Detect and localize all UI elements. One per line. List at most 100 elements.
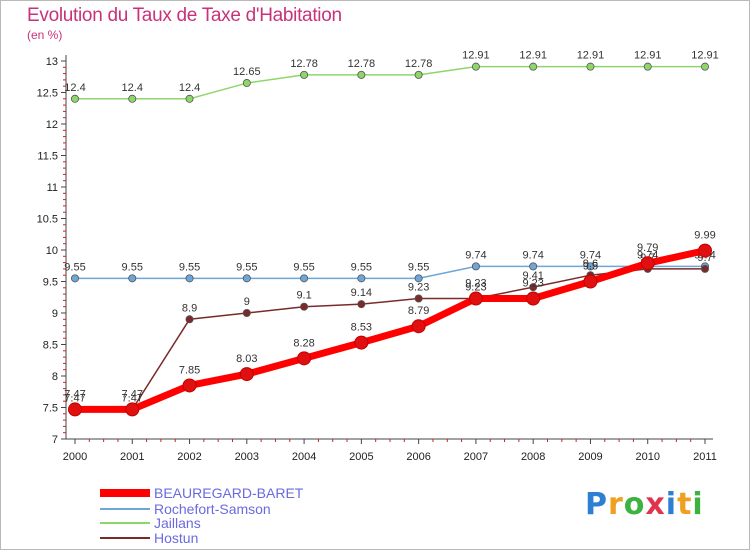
data-point (125, 402, 140, 417)
series-line (74, 65, 706, 100)
data-label: 9.55 (64, 261, 85, 273)
data-label: 8.53 (351, 322, 372, 334)
data-label: 12.78 (348, 58, 376, 70)
data-label: 12.78 (405, 58, 433, 70)
data-label: 8.28 (293, 337, 314, 349)
data-point (698, 243, 712, 258)
y-tick-label: 7 (52, 434, 58, 446)
x-tick-label: 2011 (693, 451, 717, 463)
y-tick-label: 8.5 (43, 340, 58, 352)
y-tick-label: 8 (52, 371, 58, 383)
data-point (357, 300, 366, 309)
y-tick-label: 7.5 (43, 403, 58, 415)
data-point (354, 335, 369, 350)
series-layer: 12.4 12.4 12.4 12.65 12.78 12.78 12.78 12.91 12.… (64, 50, 719, 417)
data-point (526, 291, 541, 306)
y-tick-label: 12.5 (37, 88, 58, 100)
data-label: 9 (244, 296, 250, 308)
data-point (242, 274, 251, 283)
proxiti-logo: Proxiti (585, 487, 704, 522)
logo-letter: P (585, 487, 608, 522)
x-tick-label: 2000 (63, 451, 87, 463)
data-label: 7.47 (64, 392, 85, 404)
data-label: 9.79 (637, 242, 658, 254)
data-point (185, 94, 194, 103)
series-rochefort-samson: 9.55 9.55 9.55 9.55 9.55 9.55 9.55 9.74 9.74 9.74… (64, 249, 716, 283)
legend-item: Jaillans (100, 515, 201, 531)
data-point (239, 367, 254, 382)
legend-item: Rochefort-Samson (100, 501, 271, 517)
data-label: 9.55 (351, 261, 372, 273)
data-point (643, 62, 652, 71)
data-label: 9.6 (583, 258, 598, 270)
data-label: 9.23 (522, 278, 543, 290)
data-label: 9.1 (296, 290, 311, 302)
data-label: 12.91 (691, 50, 719, 62)
logo-letter: t (677, 487, 693, 522)
data-point (414, 70, 423, 79)
data-label: 9.74 (580, 249, 601, 261)
data-label: 9.74 (465, 249, 486, 261)
x-tick-label: 2007 (464, 451, 488, 463)
logo-letter: i (665, 487, 678, 522)
data-point (242, 308, 251, 317)
data-label: 12.91 (577, 50, 605, 62)
data-point (529, 62, 538, 71)
x-tick-label: 2010 (635, 451, 659, 463)
y-tick-label: 13 (46, 56, 58, 68)
data-label: 9.14 (351, 287, 372, 299)
data-point (185, 315, 194, 324)
y-tick-label: 12 (46, 119, 58, 131)
data-point (128, 274, 137, 283)
series-jaillans: 12.4 12.4 12.4 12.65 12.78 12.78 12.78 12.91 12.… (64, 50, 719, 103)
y-tick-label: 9 (52, 308, 58, 320)
data-point (471, 62, 480, 71)
legend-label: Rochefort-Samson (154, 501, 271, 517)
x-tick-label: 2001 (120, 451, 144, 463)
data-label: 9.23 (465, 282, 486, 294)
x-tick-label: 2005 (349, 451, 373, 463)
data-point (701, 62, 710, 71)
data-label: 9.55 (408, 261, 429, 273)
chart-unit: (en %) (27, 28, 63, 42)
data-label: 12.78 (290, 58, 318, 70)
data-label: 7.47 (64, 388, 85, 400)
data-point (640, 256, 655, 271)
data-point (297, 351, 312, 366)
data-label: 9.23 (465, 278, 486, 290)
data-point (468, 291, 483, 306)
series-line (74, 265, 706, 280)
data-label: 12.91 (634, 50, 662, 62)
series-line (74, 268, 706, 411)
data-point (185, 274, 194, 283)
series-beauregard-baret: 7.47 7.477.858.038.288.538.799.23 9.239.59… (64, 230, 716, 417)
data-label: 9.74 (637, 249, 658, 261)
y-tick-label: 10 (46, 245, 58, 257)
data-point (128, 94, 137, 103)
chart-title: Evolution du Taux de Taxe d'Habitation (27, 5, 342, 26)
data-point (529, 262, 538, 271)
data-label: 7.47 (122, 392, 143, 404)
legend-label: Hostun (154, 530, 198, 546)
data-label: 9.55 (122, 261, 143, 273)
data-label: 7.85 (179, 364, 200, 376)
data-point (529, 283, 538, 292)
data-point (414, 274, 423, 283)
data-label: 8.03 (236, 353, 257, 365)
data-point (586, 262, 595, 271)
data-point (300, 302, 309, 311)
data-label: 9.74 (522, 249, 543, 261)
data-label: 7.47 (122, 388, 143, 400)
data-label: 12.91 (462, 50, 490, 62)
logo-letter: i (692, 487, 704, 522)
legend-label: Jaillans (154, 515, 201, 531)
series-line (71, 247, 709, 413)
data-point (583, 274, 598, 289)
data-label: 9.55 (179, 261, 200, 273)
x-tick-label: 2003 (235, 451, 259, 463)
data-point (411, 319, 426, 334)
logo-letter: o (623, 487, 646, 522)
logo-letter: x (645, 487, 666, 522)
x-tick-label: 2004 (292, 451, 316, 463)
